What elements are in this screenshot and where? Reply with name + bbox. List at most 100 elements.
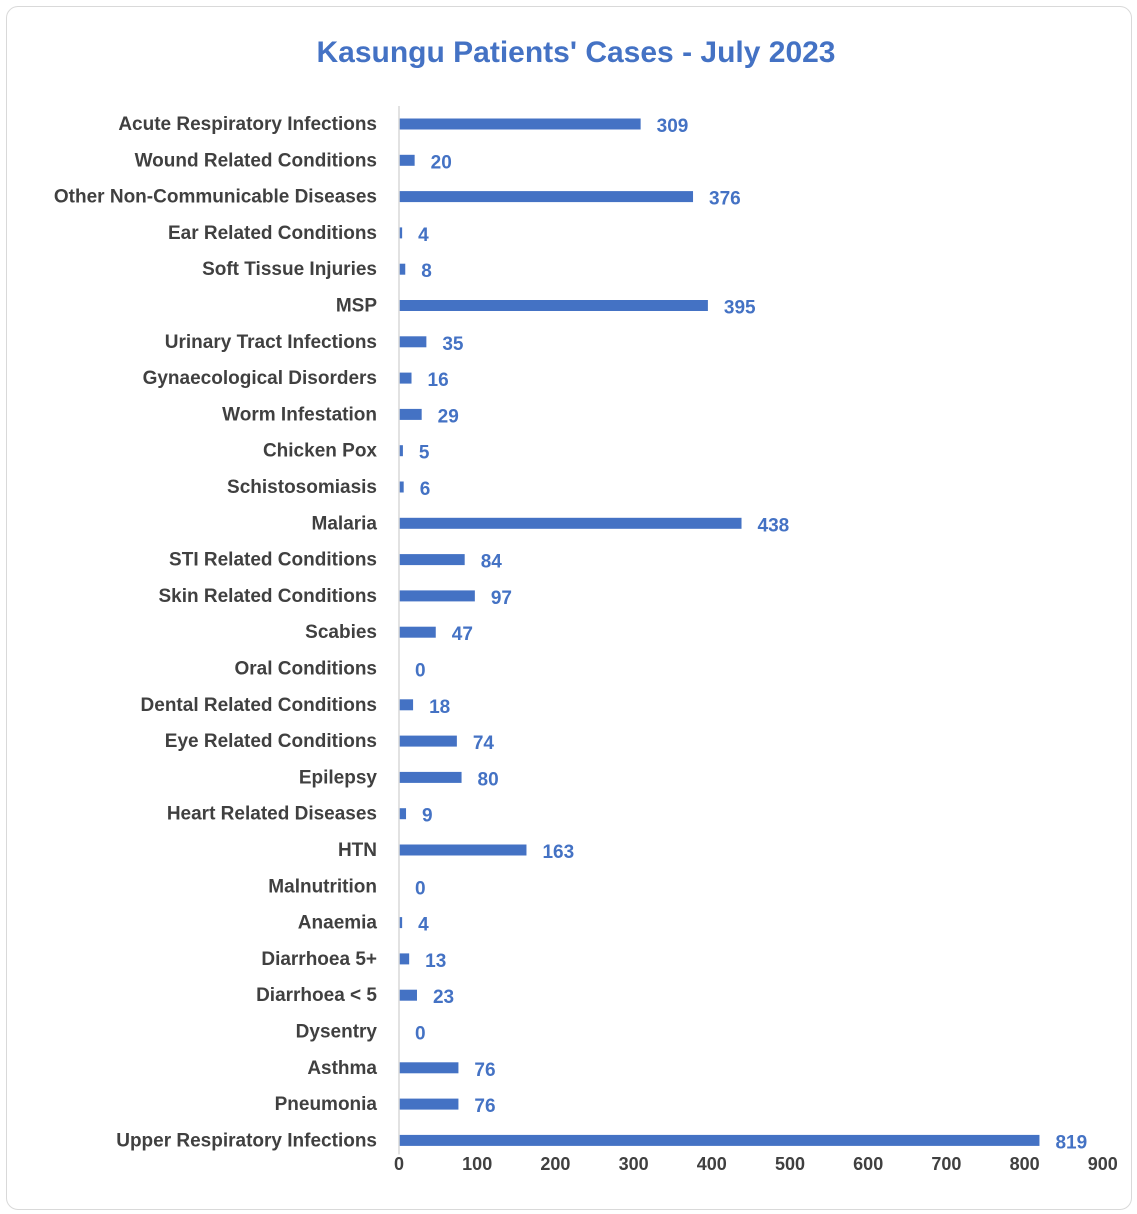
data-label: 4 bbox=[418, 915, 429, 936]
bar bbox=[399, 408, 422, 420]
category-label: Upper Respiratory Infections bbox=[116, 1130, 377, 1151]
x-tick-label: 100 bbox=[462, 1154, 492, 1174]
data-label: 819 bbox=[1055, 1132, 1087, 1153]
data-label: 395 bbox=[724, 298, 756, 319]
bar bbox=[399, 590, 475, 602]
data-label: 4 bbox=[418, 225, 429, 246]
x-tick-label: 900 bbox=[1088, 1154, 1118, 1174]
category-label: Soft Tissue Injuries bbox=[202, 259, 377, 280]
bar bbox=[399, 953, 410, 965]
category-label: Diarrhoea < 5 bbox=[256, 985, 377, 1006]
data-label: 0 bbox=[415, 878, 426, 899]
data-label: 5 bbox=[419, 443, 430, 464]
category-label: Wound Related Conditions bbox=[135, 150, 377, 171]
chart-title: Kasungu Patients' Cases - July 2023 bbox=[316, 36, 835, 69]
data-label: 13 bbox=[425, 951, 446, 972]
x-tick-label: 500 bbox=[775, 1154, 805, 1174]
bar bbox=[399, 917, 403, 929]
x-tick-label: 400 bbox=[697, 1154, 727, 1174]
bar bbox=[399, 626, 436, 638]
x-tick-label: 800 bbox=[1010, 1154, 1040, 1174]
category-label: Chicken Pox bbox=[263, 441, 377, 462]
bar bbox=[399, 481, 404, 493]
bars bbox=[399, 118, 1040, 1146]
category-label: Ear Related Conditions bbox=[168, 223, 377, 244]
category-label: HTN bbox=[338, 840, 377, 861]
bar bbox=[399, 554, 465, 566]
category-label: Malaria bbox=[312, 513, 378, 534]
x-tick-label: 200 bbox=[540, 1154, 570, 1174]
category-label: Gynaecological Disorders bbox=[143, 368, 377, 389]
x-tick-label: 300 bbox=[619, 1154, 649, 1174]
bar bbox=[399, 372, 412, 384]
category-label: Eye Related Conditions bbox=[165, 731, 377, 752]
bar bbox=[399, 300, 708, 311]
chart-frame bbox=[6, 6, 1132, 1210]
data-label: 29 bbox=[438, 406, 459, 427]
category-label: Epilepsy bbox=[299, 767, 378, 788]
category-label: Urinary Tract Infections bbox=[165, 332, 377, 353]
data-label: 35 bbox=[442, 334, 464, 355]
category-label: Acute Respiratory Infections bbox=[118, 114, 377, 135]
category-label: Pneumonia bbox=[275, 1094, 378, 1115]
bar bbox=[399, 191, 694, 203]
category-label: Oral Conditions bbox=[235, 659, 378, 680]
data-label: 47 bbox=[452, 624, 473, 645]
bar bbox=[399, 844, 527, 856]
bar bbox=[399, 517, 742, 529]
data-label: 309 bbox=[657, 116, 689, 137]
data-label: 163 bbox=[542, 842, 574, 863]
category-label: STI Related Conditions bbox=[169, 550, 377, 571]
x-tick-label: 0 bbox=[394, 1154, 404, 1174]
data-label: 0 bbox=[415, 1024, 426, 1045]
data-label: 0 bbox=[415, 661, 426, 682]
bar bbox=[399, 1062, 459, 1074]
data-label: 9 bbox=[422, 806, 433, 827]
data-label: 76 bbox=[474, 1060, 495, 1081]
data-label: 20 bbox=[431, 152, 452, 173]
category-label: Dysentry bbox=[296, 1022, 378, 1043]
bar bbox=[399, 1098, 459, 1110]
category-label: Other Non-Communicable Diseases bbox=[54, 187, 377, 208]
category-label: Anaemia bbox=[298, 913, 378, 934]
x-axis-ticks: 0 100 200 300 400 500 600 700 800 900 bbox=[394, 1154, 1118, 1174]
category-label: Schistosomiasis bbox=[227, 477, 377, 498]
data-label: 76 bbox=[474, 1096, 495, 1117]
bar bbox=[399, 771, 462, 783]
category-label: Worm Infestation bbox=[222, 404, 377, 425]
data-label: 97 bbox=[491, 588, 512, 609]
category-label: Diarrhoea 5+ bbox=[261, 949, 377, 970]
category-label: Dental Related Conditions bbox=[141, 695, 377, 716]
data-label: 18 bbox=[429, 697, 450, 718]
bar bbox=[399, 227, 403, 239]
category-label: MSP bbox=[336, 296, 378, 317]
bar bbox=[399, 989, 417, 1001]
category-label: Asthma bbox=[307, 1058, 377, 1079]
category-labels: Acute Respiratory Infections Wound Relate… bbox=[54, 114, 378, 1151]
data-label: 16 bbox=[428, 370, 449, 391]
bar bbox=[399, 263, 406, 275]
data-label: 376 bbox=[709, 189, 741, 210]
category-label: Skin Related Conditions bbox=[158, 586, 377, 607]
bar bbox=[399, 808, 407, 820]
category-label: Scabies bbox=[305, 622, 377, 643]
bar bbox=[399, 1134, 1040, 1146]
data-label: 74 bbox=[473, 733, 495, 754]
data-label: 23 bbox=[433, 987, 454, 1008]
bar bbox=[399, 735, 457, 747]
category-label: Heart Related Diseases bbox=[167, 804, 377, 825]
bar bbox=[399, 699, 414, 711]
data-label: 80 bbox=[478, 769, 499, 790]
data-label: 6 bbox=[420, 479, 431, 500]
bar bbox=[399, 118, 641, 130]
data-label: 8 bbox=[421, 261, 432, 282]
bar bbox=[399, 154, 415, 166]
x-tick-label: 700 bbox=[931, 1154, 961, 1174]
value-labels: 3092037648395351629564388497470187480916… bbox=[415, 116, 1087, 1153]
bar bbox=[399, 336, 427, 348]
bar bbox=[399, 445, 403, 457]
x-tick-label: 600 bbox=[853, 1154, 883, 1174]
category-label: Malnutrition bbox=[268, 876, 377, 897]
data-label: 438 bbox=[758, 515, 790, 536]
